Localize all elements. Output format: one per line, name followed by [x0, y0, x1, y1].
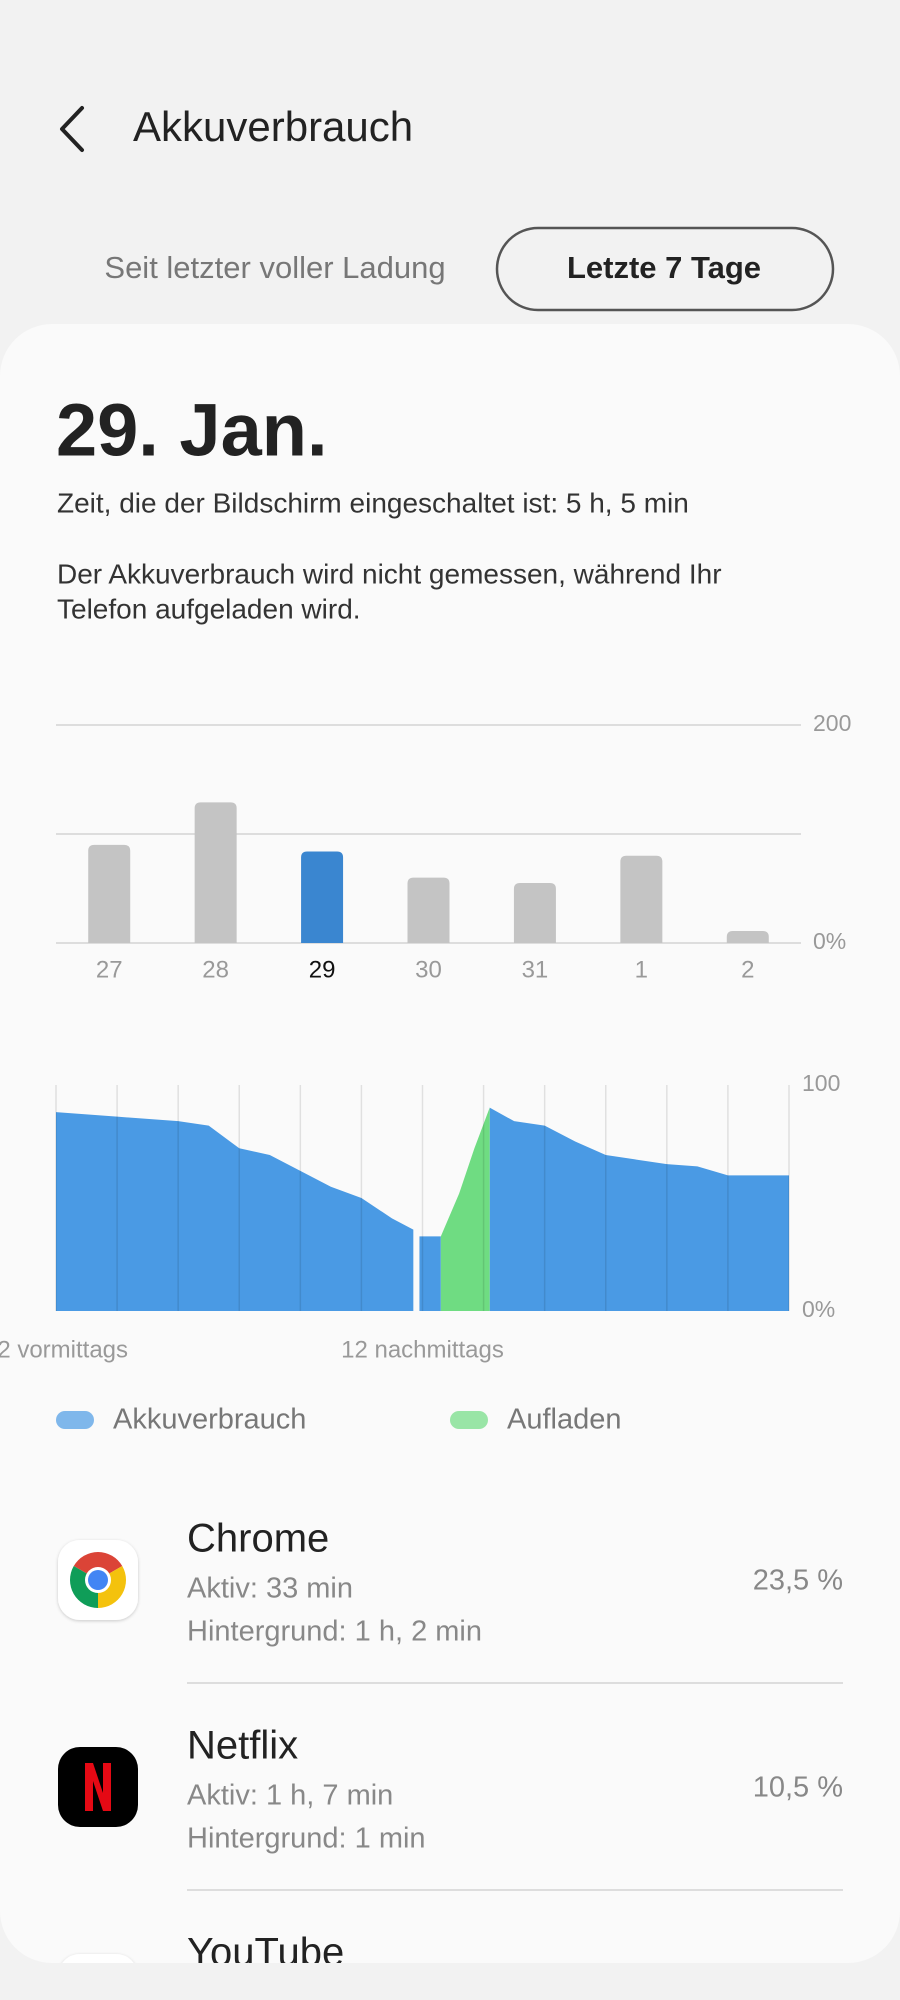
- icon-part: [88, 1570, 108, 1590]
- x-tick-label: 29: [309, 956, 336, 983]
- screen-time: Zeit, die der Bildschirm eingeschaltet i…: [57, 487, 689, 518]
- y-tick-label: 100: [802, 1070, 840, 1096]
- app-share: 23,5 %: [753, 1565, 843, 1597]
- note: Der Akkuverbrauch wird nicht gemessen, w…: [57, 558, 722, 589]
- area: [56, 1107, 789, 1311]
- bar[interactable]: [301, 851, 344, 943]
- date: 29. Jan.: [56, 389, 328, 472]
- bar[interactable]: [726, 931, 769, 943]
- x-tick-label: 30: [415, 956, 442, 983]
- app-share: 10,5 %: [753, 1772, 843, 1804]
- legend-swatch: [450, 1411, 488, 1429]
- x-tick-label: 28: [202, 956, 229, 983]
- legend-label: Akkuverbrauch: [113, 1404, 306, 1436]
- tab[interactable]: Letzte 7 Tage: [567, 250, 761, 285]
- icon-part: [85, 1763, 111, 1811]
- x-tick-label: 2: [741, 956, 754, 983]
- bar[interactable]: [513, 883, 556, 943]
- bar[interactable]: [620, 855, 663, 943]
- note: Telefon aufgeladen wird.: [57, 593, 361, 624]
- app-list: Chrome Aktiv: 33 min Hintergrund: 1 h, 2 m…: [58, 1517, 843, 1975]
- icon-part: [73, 1552, 123, 1580]
- app-name[interactable]: Netflix: [187, 1724, 298, 1768]
- legend-label: Aufladen: [507, 1404, 622, 1436]
- app-background: Hintergrund: 1 min: [187, 1823, 426, 1855]
- y-tick-label: 0%: [813, 928, 846, 954]
- card: [0, 324, 900, 1963]
- x-tick-label: 27: [96, 956, 123, 983]
- bar[interactable]: [407, 877, 450, 943]
- tab-selected-outline: [495, 226, 835, 312]
- bar[interactable]: [194, 802, 237, 943]
- x-tick-label: 31: [522, 956, 549, 983]
- x-tick-label: 1: [635, 956, 648, 983]
- app-active: Aktiv: 33 min: [187, 1573, 353, 1605]
- y-tick-label: 200: [813, 710, 851, 736]
- app-active: Aktiv: 1 h, 7 min: [187, 1780, 393, 1812]
- app-name[interactable]: Chrome: [187, 1517, 329, 1561]
- legend-swatch: [56, 1411, 94, 1429]
- area: [440, 1107, 490, 1311]
- tab[interactable]: Seit letzter voller Ladung: [104, 250, 445, 285]
- charts: 0% 200 27 28 29 30 31 1 2 0% 100 12 vormittags 12 na…: [0, 710, 851, 1436]
- x-tick-label: 12 nachmittags: [341, 1336, 504, 1363]
- app-name[interactable]: YouTube: [187, 1931, 344, 1975]
- bar[interactable]: [88, 844, 131, 943]
- back-button[interactable]: [60, 106, 84, 152]
- page-title: Akkuverbrauch: [133, 103, 413, 150]
- y-tick-label: 0%: [802, 1296, 835, 1322]
- x-tick-label: 12 vormittags: [0, 1336, 128, 1363]
- tabs: Seit letzter voller Ladung Letzte 7 Tage: [104, 226, 835, 312]
- card-content: 29. Jan. Zeit, die der Bildschirm einges…: [0, 389, 851, 1975]
- app-background: Hintergrund: 1 h, 2 min: [187, 1616, 482, 1648]
